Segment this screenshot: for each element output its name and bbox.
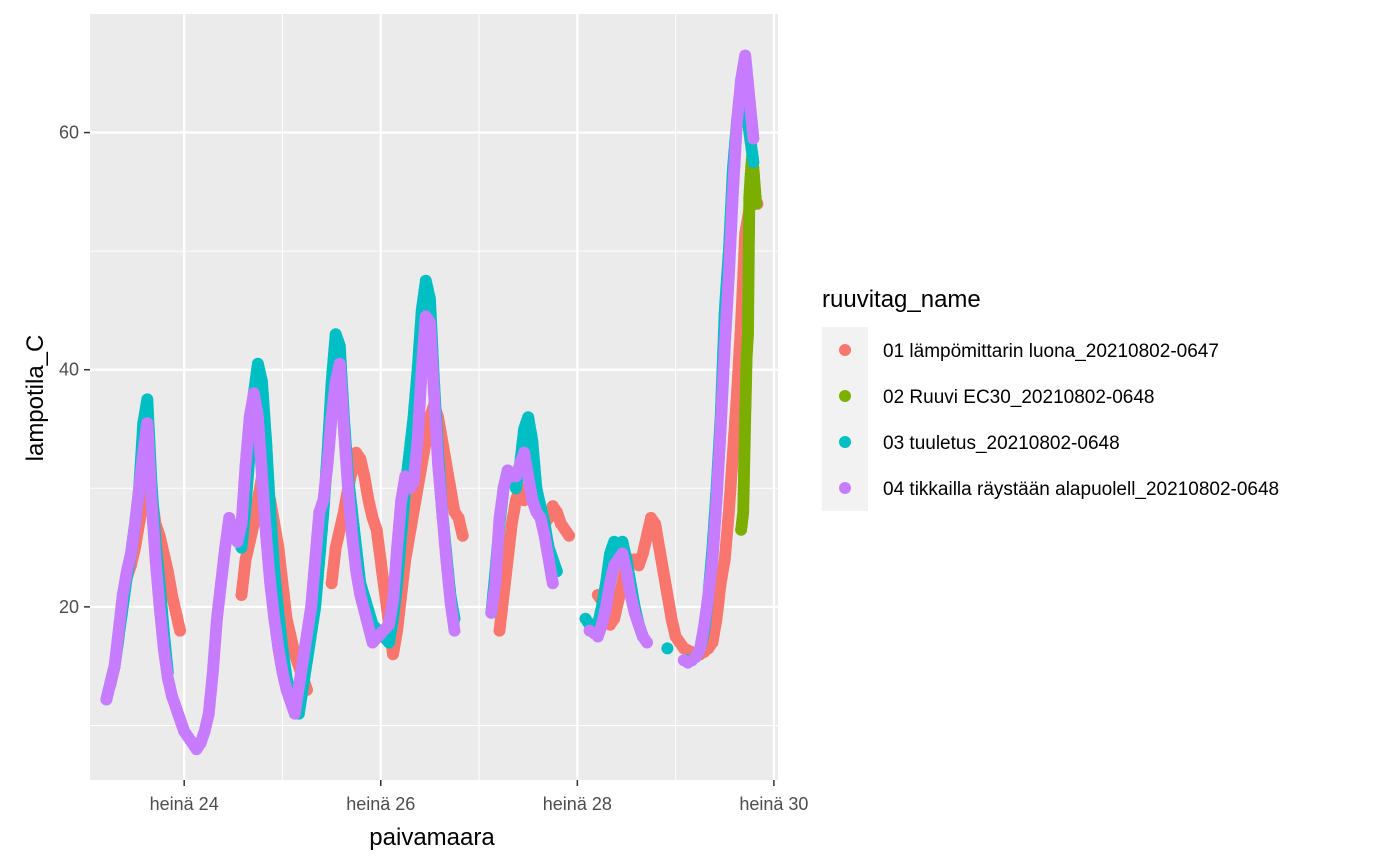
data-point [661, 642, 674, 655]
data-point [750, 197, 763, 210]
data-point [641, 636, 653, 649]
legend-key-point [839, 436, 851, 448]
series-points [100, 49, 760, 756]
y-tick-label: 40 [59, 360, 79, 380]
data-point [563, 529, 576, 542]
legend-title: ruuvitag_name [822, 286, 981, 313]
legend: ruuvitag_name 01 lämpömittarin luona_202… [822, 286, 1279, 511]
y-tick-label: 20 [59, 597, 79, 617]
y-axis-title: lampotila_C [22, 335, 49, 462]
data-point [546, 577, 559, 590]
legend-key-point [839, 390, 851, 402]
data-point [747, 156, 760, 169]
legend-entry-label: 04 tikkailla räystään alapuolell_2021080… [883, 479, 1279, 500]
y-tick-label: 60 [59, 123, 79, 143]
legend-key-point [839, 344, 851, 356]
data-point [456, 529, 469, 542]
legend-entry-label: 02 Ruuvi EC30_20210802-0648 [883, 387, 1155, 408]
x-tick-label: heinä 26 [346, 794, 415, 814]
legend-entry-label: 01 lämpömittarin luona_20210802-0647 [883, 341, 1219, 362]
data-point [174, 624, 187, 637]
x-tick-label: heinä 24 [150, 794, 219, 814]
x-tick-label: heinä 28 [543, 794, 612, 814]
legend-entry-label: 03 tuuletus_20210802-0648 [883, 433, 1120, 454]
legend-key-point [839, 482, 851, 494]
x-tick-label: heinä 30 [739, 794, 808, 814]
x-axis-title: paivamaara [369, 824, 495, 851]
data-point [747, 132, 760, 145]
data-point [448, 624, 461, 637]
